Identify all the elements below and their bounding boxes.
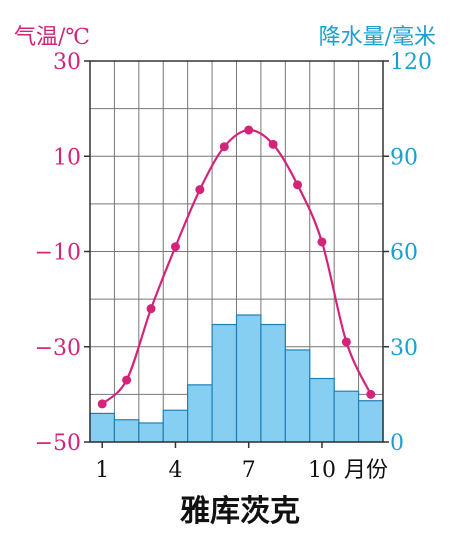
left-tick-label: 10 (53, 145, 81, 170)
temperature-line (97, 125, 376, 409)
plot-frame (84, 60, 389, 448)
temperature-point (366, 389, 376, 399)
precipitation-bar (357, 400, 384, 443)
temperature-point (146, 304, 156, 314)
x-tick-label: 1 (95, 458, 109, 483)
temperature-point (195, 185, 205, 195)
left-tick-label: −10 (35, 241, 81, 266)
precipitation-bar (89, 412, 116, 443)
precipitation-bars (89, 314, 384, 443)
temperature-point (293, 180, 303, 190)
temperature-curve (101, 128, 372, 405)
left-axis-title: 气温/℃ (14, 25, 90, 50)
left-tick-labels: 30 10 −10 −30 −50 (35, 50, 81, 456)
right-axis-title: 降水量/毫米 (319, 25, 436, 50)
left-tick-label: −30 (35, 336, 81, 361)
left-tick-label: −50 (35, 431, 81, 456)
precipitation-bar (260, 323, 286, 443)
temperature-point (97, 399, 107, 409)
precipitation-bar (309, 377, 335, 443)
x-tick-label: 10 (308, 458, 336, 483)
precipitation-bar (211, 323, 238, 443)
temperature-point (317, 237, 327, 247)
x-tick-label: 7 (242, 458, 256, 483)
x-tick-label: 4 (168, 458, 182, 483)
right-tick-label: 30 (390, 336, 418, 361)
precipitation-bar (187, 384, 213, 443)
precipitation-bar (138, 422, 164, 443)
temperature-point (219, 142, 229, 152)
precipitation-bar (333, 390, 360, 443)
precipitation-bar (235, 314, 262, 443)
temperature-point (244, 125, 254, 135)
temperature-point (122, 375, 132, 385)
right-tick-label: 0 (390, 431, 404, 456)
x-axis-unit: 月份 (344, 458, 388, 483)
chart-title: 雅库茨克 (180, 494, 300, 529)
temperature-point (170, 242, 180, 252)
right-tick-label: 90 (390, 145, 418, 170)
right-tick-label: 60 (390, 241, 418, 266)
temperature-point (341, 337, 351, 347)
right-tick-labels: 120 90 60 30 0 (390, 50, 432, 456)
x-tick-labels: 1 4 7 10 (95, 458, 336, 483)
precipitation-bar (162, 409, 189, 443)
right-tick-label: 120 (390, 50, 432, 75)
precipitation-bar (284, 349, 311, 443)
temperature-point (268, 139, 278, 149)
precipitation-bar (113, 419, 140, 443)
left-tick-label: 30 (53, 50, 81, 75)
